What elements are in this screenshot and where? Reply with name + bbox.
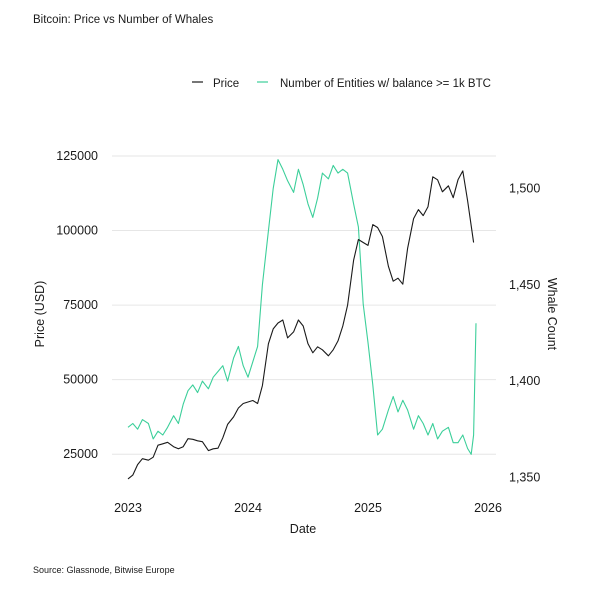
y-right-tick-label: 1,450 [509,278,540,292]
y-right-tick-label: 1,400 [509,374,540,388]
y-right-tick-label: 1,350 [509,470,540,484]
legend-whales-label: Number of Entities w/ balance >= 1k BTC [280,78,491,90]
gridlines [112,155,496,455]
y-axis-left-label: Price (USD) [33,281,47,348]
source-note: Source: Glassnode, Bitwise Europe [33,565,175,575]
whale-count-line [127,159,477,455]
y-axis-right-label: Whale Count [545,278,559,351]
price-line [127,170,475,480]
y-right-tick-label: 1,500 [509,182,540,196]
y-left-tick-label: 25000 [63,447,98,461]
legend-price-label: Price [213,78,239,90]
x-axis-label: Date [290,522,316,536]
x-tick-label: 2025 [354,501,382,515]
series-lines [127,159,477,480]
x-axis: 2023 2024 2025 2026 [114,501,502,515]
y-left-tick-label: 50000 [63,373,98,387]
chart-title: Bitcoin: Price vs Number of Whales [33,14,214,26]
y-axis-left: 25000 50000 75000 100000 125000 [56,149,98,461]
x-tick-label: 2026 [474,501,502,515]
y-left-tick-label: 75000 [63,298,98,312]
x-tick-label: 2023 [114,501,142,515]
chart-legend: Price Number of Entities w/ balance >= 1… [192,78,491,90]
y-left-tick-label: 125000 [56,149,98,163]
y-left-tick-label: 100000 [56,224,98,238]
y-axis-right: 1,350 1,400 1,450 1,500 [509,182,540,485]
x-tick-label: 2024 [234,501,262,515]
